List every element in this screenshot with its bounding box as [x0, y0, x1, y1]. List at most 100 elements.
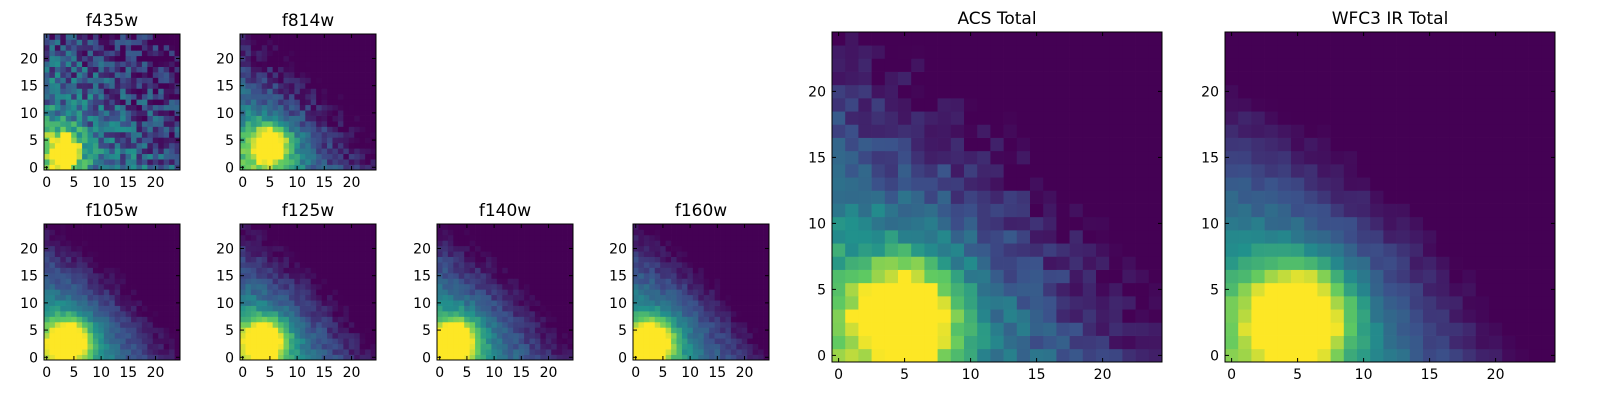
heatmap-cell: [114, 131, 121, 138]
heatmap-cell: [114, 164, 121, 171]
heatmap-cell: [937, 150, 952, 165]
heatmap-cell: [518, 283, 525, 290]
heatmap-cell: [92, 88, 99, 95]
x-tick-label: 0: [42, 365, 51, 381]
heatmap-cell: [671, 229, 677, 236]
heatmap-cell: [158, 115, 165, 122]
heatmap-cell: [310, 338, 317, 345]
heatmap-cell: [485, 305, 492, 312]
heatmap-cell: [1541, 309, 1556, 323]
heatmap-cell: [305, 343, 312, 350]
heatmap-cell: [98, 153, 105, 160]
heatmap-cell: [76, 110, 83, 116]
heatmap-cell: [250, 137, 257, 144]
heatmap-cell: [174, 39, 181, 46]
heatmap-cell: [1096, 32, 1110, 46]
heatmap-cell: [327, 234, 333, 241]
heatmap-cell: [60, 39, 67, 46]
heatmap-cell: [654, 343, 661, 350]
heatmap-cell: [174, 311, 181, 317]
heatmap-cell: [305, 148, 312, 155]
heatmap-cell: [82, 311, 88, 317]
heatmap-cell: [1264, 322, 1279, 336]
heatmap-cell: [354, 159, 361, 165]
heatmap-cell: [730, 262, 737, 268]
heatmap-cell: [294, 294, 301, 301]
heatmap-cell: [283, 234, 290, 241]
heatmap-cell: [1357, 309, 1371, 323]
heatmap-cell: [1148, 124, 1163, 138]
heatmap-cell: [692, 240, 699, 247]
heatmap-cell: [310, 349, 317, 355]
heatmap-cell: [327, 262, 333, 268]
heatmap-cell: [54, 272, 61, 279]
heatmap-cell: [98, 234, 105, 241]
heatmap-cell: [316, 316, 322, 323]
heatmap-cell: [556, 272, 563, 279]
heatmap-cell: [125, 327, 132, 334]
heatmap-cell: [261, 305, 268, 312]
heatmap-cell: [321, 332, 328, 339]
heatmap-cell: [562, 316, 568, 323]
heatmap-cell: [502, 332, 509, 339]
heatmap-cell: [71, 137, 77, 144]
heatmap-cell: [245, 224, 252, 230]
heatmap-cell: [256, 66, 263, 73]
heatmap-cell: [120, 245, 126, 252]
heatmap-cell: [447, 245, 454, 252]
heatmap-cell: [147, 343, 154, 350]
heatmap-cell: [480, 278, 487, 285]
heatmap-cell: [871, 309, 886, 323]
heatmap-cell: [261, 131, 268, 138]
heatmap-cell: [109, 343, 116, 350]
heatmap-cell: [327, 72, 333, 78]
heatmap-cell: [152, 332, 159, 339]
heatmap-cell: [54, 99, 61, 106]
heatmap-cell: [884, 203, 899, 218]
heatmap-cell: [267, 305, 273, 312]
heatmap-cell: [348, 251, 355, 257]
heatmap-cell: [98, 104, 105, 111]
heatmap-cell: [720, 311, 726, 317]
heatmap-cell: [337, 262, 344, 268]
heatmap-cell: [496, 316, 503, 323]
heatmap-cell: [60, 332, 67, 339]
heatmap-cell: [1003, 164, 1018, 178]
heatmap-cell: [990, 203, 1004, 218]
heatmap-cell: [60, 153, 67, 160]
heatmap-cell: [665, 267, 672, 274]
heatmap-cell: [337, 88, 344, 95]
heatmap-cell: [832, 335, 846, 350]
heatmap-cell: [1541, 296, 1556, 310]
heatmap-cell: [343, 39, 350, 46]
heatmap-cell: [87, 142, 94, 149]
heatmap-cell: [832, 309, 846, 323]
heatmap-cell: [1148, 45, 1163, 59]
heatmap-cell: [359, 283, 366, 290]
heatmap-cell: [741, 289, 748, 296]
heatmap-cell: [348, 338, 355, 345]
heatmap-cell: [638, 349, 645, 355]
heatmap-cell: [240, 321, 246, 328]
heatmap-cell: [261, 278, 268, 285]
heatmap-cell: [832, 230, 846, 244]
heatmap-cell: [502, 300, 509, 306]
heatmap-cell: [990, 58, 1004, 72]
heatmap-cell: [671, 300, 677, 306]
heatmap-cell: [698, 316, 705, 323]
heatmap-cell: [1225, 335, 1239, 350]
heatmap-cell: [1030, 32, 1044, 46]
x-tick-label: 5: [658, 365, 667, 381]
heatmap-cell: [1343, 190, 1358, 204]
heatmap-cell: [125, 72, 132, 78]
heatmap-cell: [278, 262, 284, 268]
heatmap-cell: [152, 121, 159, 127]
heatmap-cell: [109, 153, 116, 160]
heatmap-cell: [551, 311, 558, 317]
heatmap-cell: [1148, 32, 1163, 46]
heatmap-cell: [103, 294, 110, 301]
heatmap-cell: [1238, 296, 1252, 310]
heatmap-cell: [152, 267, 159, 274]
heatmap-cell: [65, 262, 72, 268]
